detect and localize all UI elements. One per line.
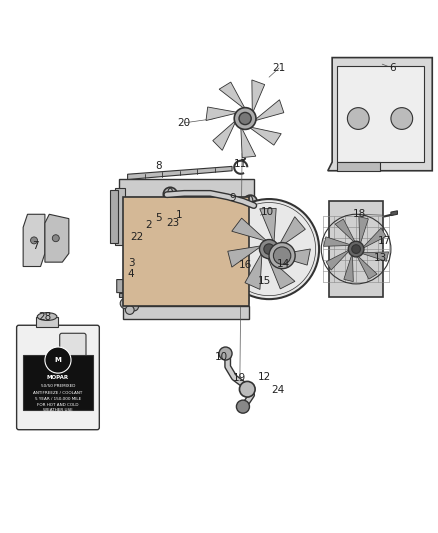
Polygon shape bbox=[36, 317, 58, 327]
Circle shape bbox=[348, 241, 364, 257]
Polygon shape bbox=[245, 253, 262, 289]
Circle shape bbox=[391, 108, 413, 130]
Polygon shape bbox=[335, 219, 356, 244]
Text: 14: 14 bbox=[277, 260, 290, 269]
Text: 5 YEAR / 150,000 MILE: 5 YEAR / 150,000 MILE bbox=[35, 397, 81, 401]
Circle shape bbox=[264, 244, 274, 254]
Text: 6: 6 bbox=[389, 63, 396, 73]
Polygon shape bbox=[252, 80, 265, 114]
Text: MOPAR: MOPAR bbox=[47, 375, 69, 380]
Text: ANTIFREEZE / COOLANT: ANTIFREEZE / COOLANT bbox=[33, 391, 83, 395]
Circle shape bbox=[234, 108, 256, 130]
Text: 5: 5 bbox=[155, 213, 162, 223]
Polygon shape bbox=[119, 293, 132, 297]
Text: 13: 13 bbox=[374, 253, 388, 263]
Circle shape bbox=[219, 347, 232, 360]
FancyBboxPatch shape bbox=[60, 333, 86, 358]
Circle shape bbox=[273, 247, 291, 264]
Text: 28: 28 bbox=[38, 312, 52, 321]
Polygon shape bbox=[23, 214, 45, 266]
Polygon shape bbox=[254, 100, 284, 121]
Polygon shape bbox=[328, 58, 432, 171]
Text: 12: 12 bbox=[258, 372, 271, 382]
Circle shape bbox=[130, 302, 138, 311]
Text: 10: 10 bbox=[215, 352, 228, 362]
Polygon shape bbox=[329, 201, 383, 297]
Polygon shape bbox=[267, 257, 295, 289]
Text: FOR HOT AND COLD: FOR HOT AND COLD bbox=[37, 403, 79, 407]
Text: 8: 8 bbox=[155, 161, 162, 172]
Circle shape bbox=[240, 382, 255, 397]
Text: 1: 1 bbox=[176, 210, 182, 220]
Text: 3: 3 bbox=[128, 258, 134, 268]
Polygon shape bbox=[248, 127, 281, 145]
Text: WEATHER USE: WEATHER USE bbox=[43, 408, 73, 412]
Circle shape bbox=[120, 298, 131, 309]
Circle shape bbox=[347, 108, 369, 130]
Text: 16: 16 bbox=[238, 260, 252, 270]
Circle shape bbox=[125, 305, 134, 314]
Polygon shape bbox=[119, 180, 254, 197]
Circle shape bbox=[352, 245, 360, 254]
Polygon shape bbox=[274, 249, 311, 265]
Polygon shape bbox=[123, 305, 250, 319]
Circle shape bbox=[219, 199, 319, 299]
Polygon shape bbox=[277, 217, 305, 249]
Text: 50/50 PREMIXED: 50/50 PREMIXED bbox=[41, 384, 75, 388]
Polygon shape bbox=[260, 208, 276, 243]
Polygon shape bbox=[228, 246, 262, 267]
Circle shape bbox=[259, 239, 279, 259]
Polygon shape bbox=[356, 254, 377, 279]
Text: M: M bbox=[54, 357, 61, 363]
Polygon shape bbox=[241, 126, 256, 158]
Circle shape bbox=[52, 235, 59, 241]
Text: 11: 11 bbox=[234, 159, 247, 169]
Polygon shape bbox=[391, 211, 397, 215]
Text: 19: 19 bbox=[233, 373, 247, 383]
Polygon shape bbox=[232, 218, 267, 241]
Polygon shape bbox=[360, 252, 389, 261]
FancyBboxPatch shape bbox=[23, 355, 93, 410]
Polygon shape bbox=[336, 66, 424, 162]
Text: 15: 15 bbox=[258, 276, 271, 286]
Text: 10: 10 bbox=[261, 207, 274, 216]
FancyBboxPatch shape bbox=[17, 325, 99, 430]
Text: 24: 24 bbox=[271, 385, 284, 395]
Circle shape bbox=[163, 187, 177, 201]
Circle shape bbox=[31, 237, 38, 244]
Text: 7: 7 bbox=[32, 241, 39, 252]
Polygon shape bbox=[359, 216, 368, 245]
Polygon shape bbox=[115, 188, 125, 245]
Polygon shape bbox=[45, 214, 69, 262]
Polygon shape bbox=[336, 162, 380, 171]
Polygon shape bbox=[127, 166, 232, 180]
FancyBboxPatch shape bbox=[123, 197, 250, 305]
Ellipse shape bbox=[37, 313, 57, 320]
Polygon shape bbox=[326, 249, 351, 270]
Text: 23: 23 bbox=[167, 218, 180, 228]
Circle shape bbox=[237, 400, 250, 413]
Polygon shape bbox=[324, 237, 353, 246]
Text: 21: 21 bbox=[272, 63, 286, 73]
Polygon shape bbox=[344, 253, 353, 281]
Text: 22: 22 bbox=[131, 232, 144, 243]
Text: 4: 4 bbox=[128, 269, 134, 279]
Polygon shape bbox=[361, 228, 386, 249]
Circle shape bbox=[269, 243, 295, 269]
Polygon shape bbox=[213, 120, 237, 150]
Circle shape bbox=[244, 195, 257, 209]
Text: 18: 18 bbox=[353, 209, 366, 219]
Polygon shape bbox=[206, 107, 239, 120]
Text: 17: 17 bbox=[378, 236, 391, 246]
Text: 9: 9 bbox=[230, 193, 236, 203]
Polygon shape bbox=[219, 82, 246, 110]
Polygon shape bbox=[247, 258, 256, 293]
Circle shape bbox=[45, 347, 71, 373]
Text: 20: 20 bbox=[178, 118, 191, 128]
Text: 2: 2 bbox=[145, 220, 152, 230]
Circle shape bbox=[239, 112, 251, 125]
Polygon shape bbox=[117, 279, 136, 293]
Polygon shape bbox=[110, 190, 118, 243]
